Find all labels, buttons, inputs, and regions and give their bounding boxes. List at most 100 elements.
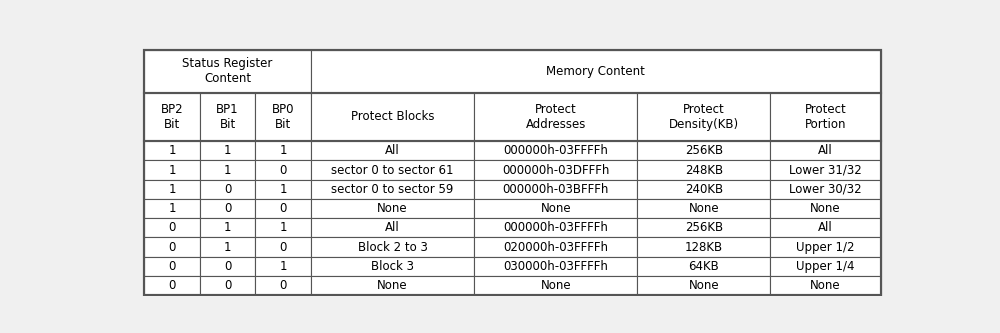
Text: Memory Content: Memory Content bbox=[546, 65, 645, 78]
Bar bbox=[255, 276, 311, 295]
Text: 020000h-03FFFFh: 020000h-03FFFFh bbox=[503, 240, 608, 253]
Bar bbox=[637, 218, 770, 237]
Text: None: None bbox=[540, 202, 571, 215]
Text: 1: 1 bbox=[224, 221, 231, 234]
Text: All: All bbox=[385, 221, 400, 234]
Bar bbox=[637, 257, 770, 276]
Text: None: None bbox=[689, 202, 719, 215]
Bar bbox=[474, 257, 637, 276]
Text: Protect Blocks: Protect Blocks bbox=[351, 110, 434, 124]
Bar bbox=[474, 180, 637, 199]
Text: 248KB: 248KB bbox=[685, 164, 723, 176]
Text: 1: 1 bbox=[224, 164, 231, 176]
Bar bbox=[144, 93, 200, 141]
Bar bbox=[637, 93, 770, 141]
Text: Lower 30/32: Lower 30/32 bbox=[789, 183, 862, 196]
Text: Upper 1/4: Upper 1/4 bbox=[796, 260, 855, 273]
Bar bbox=[255, 199, 311, 218]
Bar bbox=[474, 93, 637, 141]
Text: Block 2 to 3: Block 2 to 3 bbox=[358, 240, 427, 253]
Bar bbox=[474, 276, 637, 295]
Text: All: All bbox=[818, 221, 833, 234]
Text: 1: 1 bbox=[224, 240, 231, 253]
Bar bbox=[474, 161, 637, 180]
Text: 000000h-03BFFFh: 000000h-03BFFFh bbox=[503, 183, 609, 196]
Bar bbox=[144, 237, 200, 257]
Text: 256KB: 256KB bbox=[685, 145, 723, 158]
Text: 0: 0 bbox=[224, 183, 231, 196]
Bar bbox=[474, 218, 637, 237]
Bar bbox=[200, 257, 255, 276]
Text: 0: 0 bbox=[168, 221, 176, 234]
Text: Block 3: Block 3 bbox=[371, 260, 414, 273]
Bar bbox=[637, 199, 770, 218]
Bar bbox=[770, 93, 881, 141]
Bar bbox=[144, 141, 881, 295]
Text: 0: 0 bbox=[279, 240, 287, 253]
Bar bbox=[144, 276, 200, 295]
Bar bbox=[637, 141, 770, 161]
Bar bbox=[311, 141, 474, 161]
Text: Protect
Portion: Protect Portion bbox=[805, 103, 846, 131]
Bar bbox=[770, 161, 881, 180]
Text: 1: 1 bbox=[279, 183, 287, 196]
Bar bbox=[311, 93, 474, 141]
Bar bbox=[200, 276, 255, 295]
Text: 1: 1 bbox=[168, 183, 176, 196]
Bar bbox=[144, 50, 881, 93]
Bar bbox=[637, 276, 770, 295]
Bar bbox=[311, 50, 881, 93]
Text: 1: 1 bbox=[168, 164, 176, 176]
Bar bbox=[144, 93, 881, 141]
Text: All: All bbox=[818, 145, 833, 158]
Bar bbox=[200, 161, 255, 180]
Bar bbox=[144, 141, 200, 161]
Bar bbox=[770, 218, 881, 237]
Text: None: None bbox=[377, 279, 408, 292]
Bar bbox=[255, 218, 311, 237]
Bar bbox=[144, 180, 200, 199]
Text: Upper 1/2: Upper 1/2 bbox=[796, 240, 855, 253]
Text: 0: 0 bbox=[279, 202, 287, 215]
Bar bbox=[770, 257, 881, 276]
Bar bbox=[637, 161, 770, 180]
Text: None: None bbox=[810, 202, 841, 215]
Bar bbox=[200, 141, 255, 161]
Text: None: None bbox=[689, 279, 719, 292]
Text: 128KB: 128KB bbox=[685, 240, 723, 253]
Bar bbox=[255, 237, 311, 257]
Text: Status Register
Content: Status Register Content bbox=[182, 57, 273, 85]
Text: None: None bbox=[540, 279, 571, 292]
Text: 1: 1 bbox=[279, 260, 287, 273]
Bar bbox=[144, 50, 311, 93]
Text: 1: 1 bbox=[168, 145, 176, 158]
Bar bbox=[311, 199, 474, 218]
Bar bbox=[637, 237, 770, 257]
Text: 000000h-03FFFFh: 000000h-03FFFFh bbox=[503, 145, 608, 158]
Bar bbox=[311, 218, 474, 237]
Bar bbox=[144, 199, 200, 218]
Text: sector 0 to sector 59: sector 0 to sector 59 bbox=[331, 183, 454, 196]
Bar bbox=[200, 237, 255, 257]
Bar bbox=[770, 199, 881, 218]
Text: 240KB: 240KB bbox=[685, 183, 723, 196]
Bar bbox=[770, 237, 881, 257]
Text: All: All bbox=[385, 145, 400, 158]
Text: 0: 0 bbox=[224, 260, 231, 273]
Text: 1: 1 bbox=[168, 202, 176, 215]
Bar bbox=[474, 141, 637, 161]
Text: 64KB: 64KB bbox=[689, 260, 719, 273]
Text: Lower 31/32: Lower 31/32 bbox=[789, 164, 862, 176]
Text: BP0
Bit: BP0 Bit bbox=[272, 103, 294, 131]
Bar bbox=[311, 161, 474, 180]
Bar bbox=[474, 237, 637, 257]
Bar bbox=[255, 257, 311, 276]
Bar bbox=[770, 276, 881, 295]
Text: 0: 0 bbox=[224, 202, 231, 215]
Bar bbox=[144, 257, 200, 276]
Bar bbox=[200, 199, 255, 218]
Bar bbox=[311, 237, 474, 257]
Bar bbox=[144, 218, 200, 237]
Bar bbox=[770, 180, 881, 199]
Bar bbox=[255, 93, 311, 141]
